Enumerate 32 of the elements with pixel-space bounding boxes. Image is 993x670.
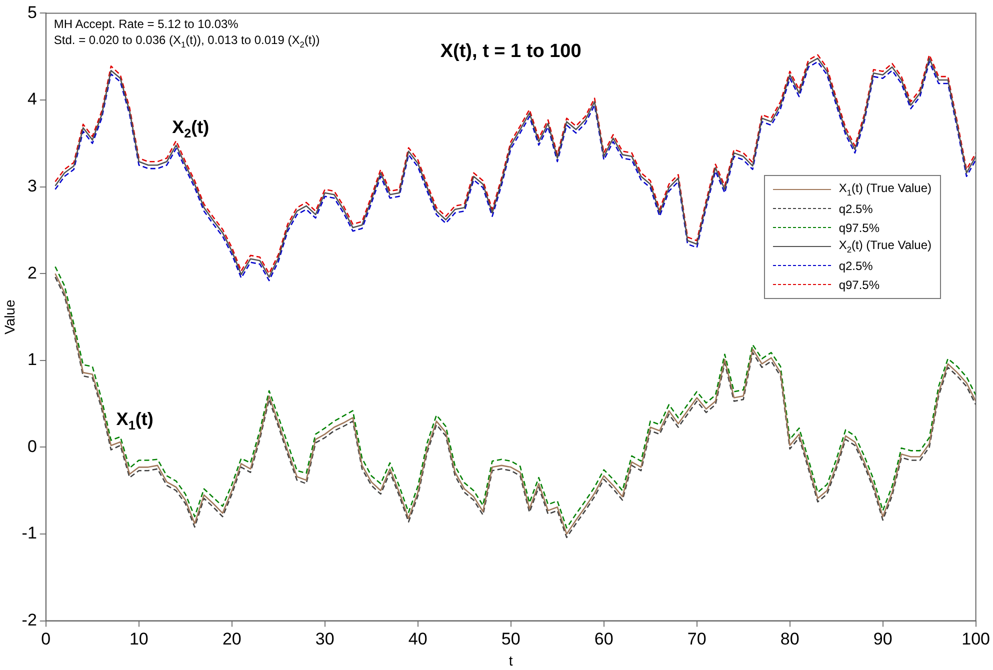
legend-label: X$_{2}$(t) (True Value): [838, 238, 932, 255]
text: X(t), t = 1 to 100: [440, 41, 582, 64]
annotation: X$_{1}$(t): [116, 408, 154, 432]
x-tick-label: 90: [873, 630, 892, 649]
annotation: Std. = 0.020 to 0.036 (X$_{1}$(t)), 0.013 to 0.019 (X$_{2}$(t)): [54, 33, 320, 50]
x-tick-label: 50: [501, 630, 520, 649]
y-tick-label: 2: [27, 263, 37, 282]
x-tick-label: 20: [222, 630, 242, 649]
y-tick-label: 5: [27, 2, 37, 22]
x-tick-label: 60: [594, 630, 614, 649]
y-tick-label: 0: [27, 436, 37, 456]
legend-label: X$_{1}$(t) (True Value): [838, 181, 932, 198]
legend-label: q2.5%: [838, 202, 873, 216]
x-tick-label: 70: [687, 630, 706, 649]
y-tick-label: -2: [22, 610, 37, 630]
y-tick-label: -1: [22, 524, 37, 543]
x-tick-label: 40: [408, 630, 428, 649]
x-tick-label: 0: [41, 630, 51, 649]
y-tick-label: 4: [27, 90, 37, 109]
x-tick-label: 80: [780, 630, 800, 649]
annotation: X$_{2}$(t): [172, 117, 210, 141]
x-tick-label: 100: [962, 630, 990, 649]
legend-label: q2.5%: [838, 258, 873, 272]
y-tick-label: 1: [27, 350, 37, 370]
annotation: MH Accept. Rate = 5.12 to 10.03%: [54, 17, 238, 32]
x-tick-label: 30: [315, 630, 334, 649]
x-tick-label: 10: [129, 630, 148, 649]
x-axis-title: t: [508, 652, 513, 668]
y-tick-label: 3: [27, 176, 37, 196]
legend-label: q97.5%: [838, 278, 880, 292]
y-axis-title: Value: [1, 299, 18, 334]
legend-label: q97.5%: [838, 220, 880, 234]
